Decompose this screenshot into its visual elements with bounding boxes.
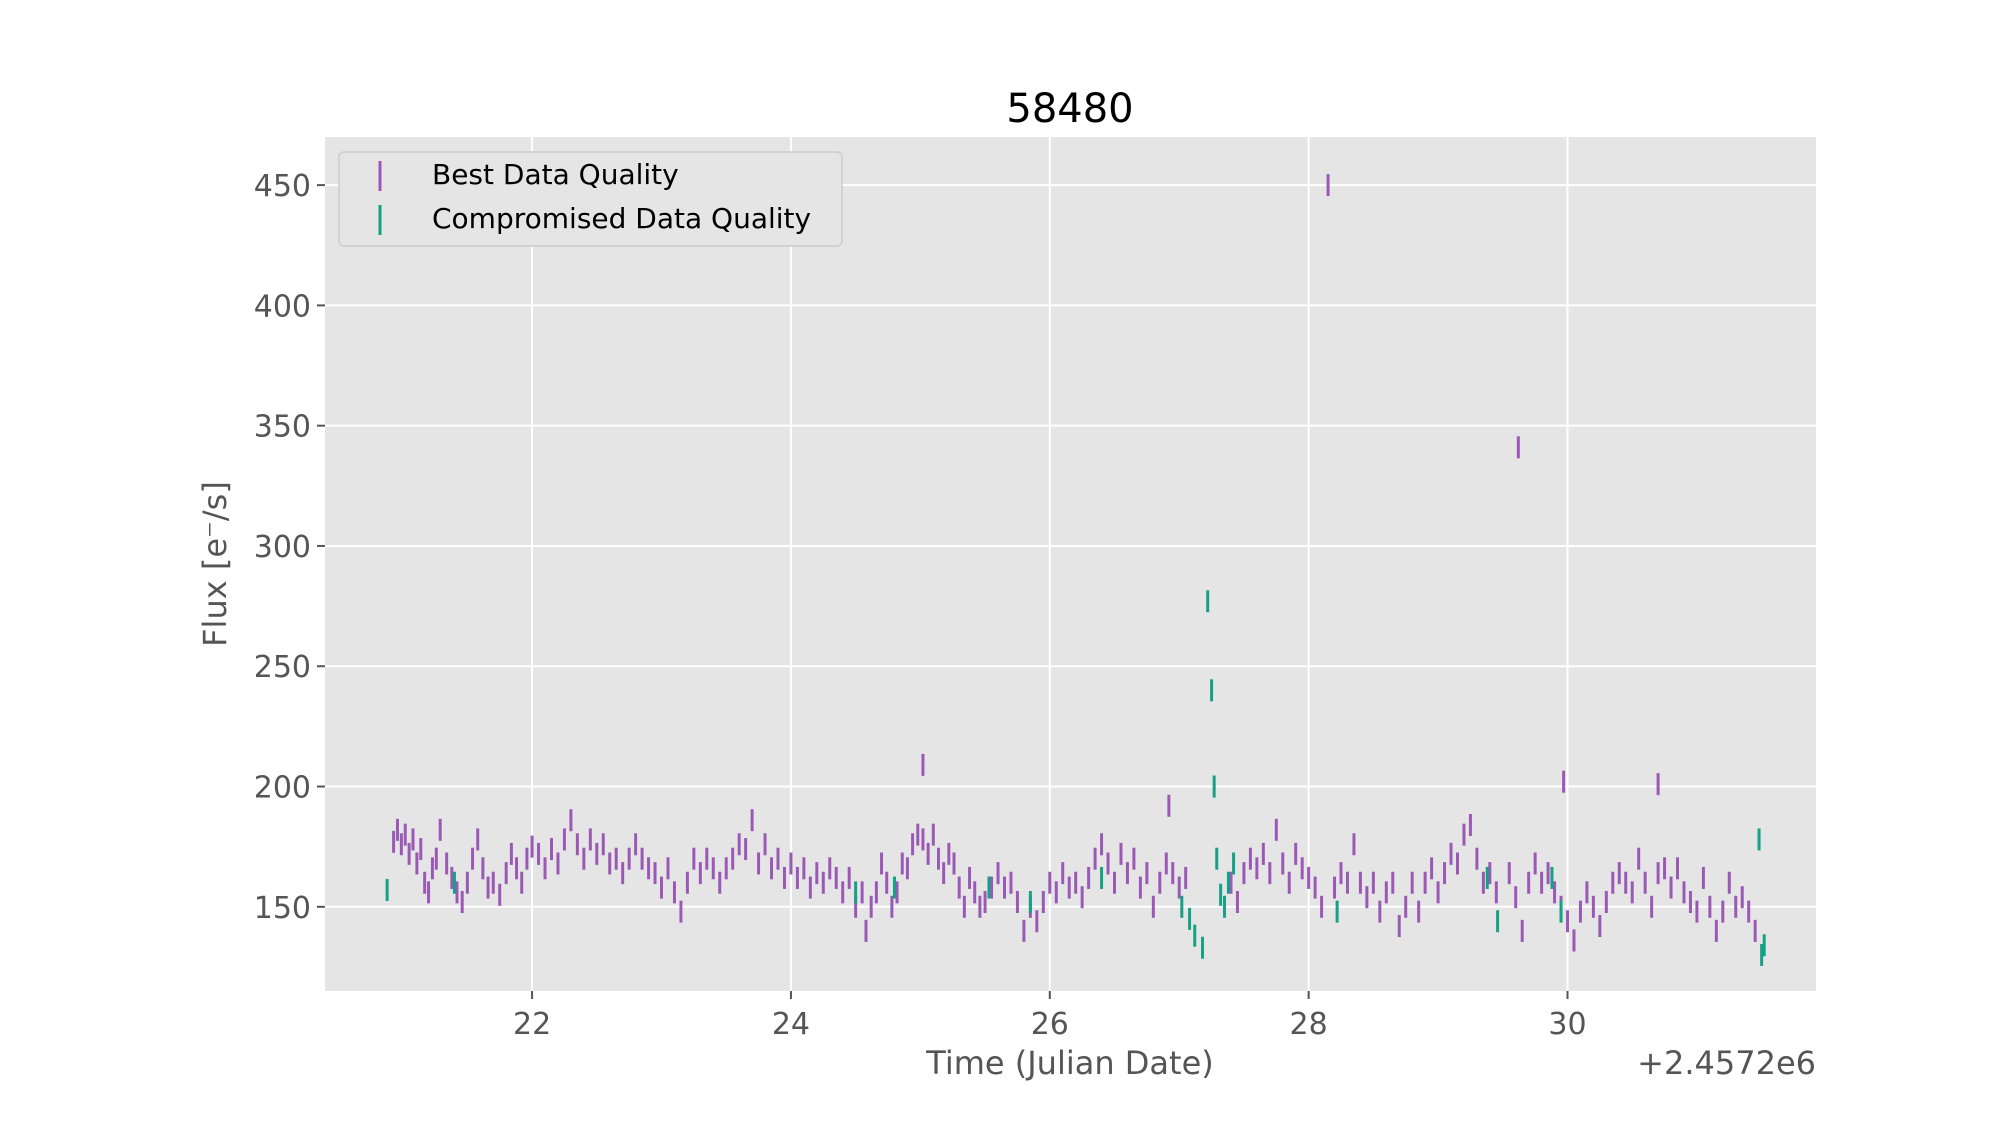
x-tick-label: 26 xyxy=(1031,1007,1069,1042)
y-tick-label: 300 xyxy=(254,530,311,565)
x-axis-label: Time (Julian Date) xyxy=(925,1044,1214,1082)
y-tick-label: 450 xyxy=(254,169,311,204)
x-ticks: 22 24 26 28 30 xyxy=(513,991,1587,1042)
y-tick-label: 150 xyxy=(254,891,311,926)
x-tick-label: 28 xyxy=(1290,1007,1328,1042)
x-tick-label: 30 xyxy=(1548,1007,1586,1042)
x-tick-label: 22 xyxy=(513,1007,551,1042)
y-tick-label: 250 xyxy=(254,650,311,685)
legend: Best Data Quality Compromised Data Quali… xyxy=(338,151,843,247)
y-axis-label: Flux [e⁻/s] xyxy=(196,481,234,647)
y-tick-label: 200 xyxy=(254,771,311,806)
chart-title: 58480 xyxy=(1006,86,1133,132)
y-ticks: 150 200 250 300 350 400 450 xyxy=(254,169,325,926)
series-compromised-data-quality xyxy=(385,590,1766,966)
y-tick-label: 350 xyxy=(254,410,311,445)
series-layer xyxy=(385,174,1766,966)
x-tick-label: 24 xyxy=(772,1007,810,1042)
legend-label-compromised: Compromised Data Quality xyxy=(432,202,811,235)
x-offset-label: +2.4572e6 xyxy=(1637,1044,1816,1082)
legend-box xyxy=(338,151,843,247)
legend-label-best: Best Data Quality xyxy=(432,158,679,191)
y-tick-label: 400 xyxy=(254,289,311,324)
plot-background xyxy=(325,137,1816,991)
